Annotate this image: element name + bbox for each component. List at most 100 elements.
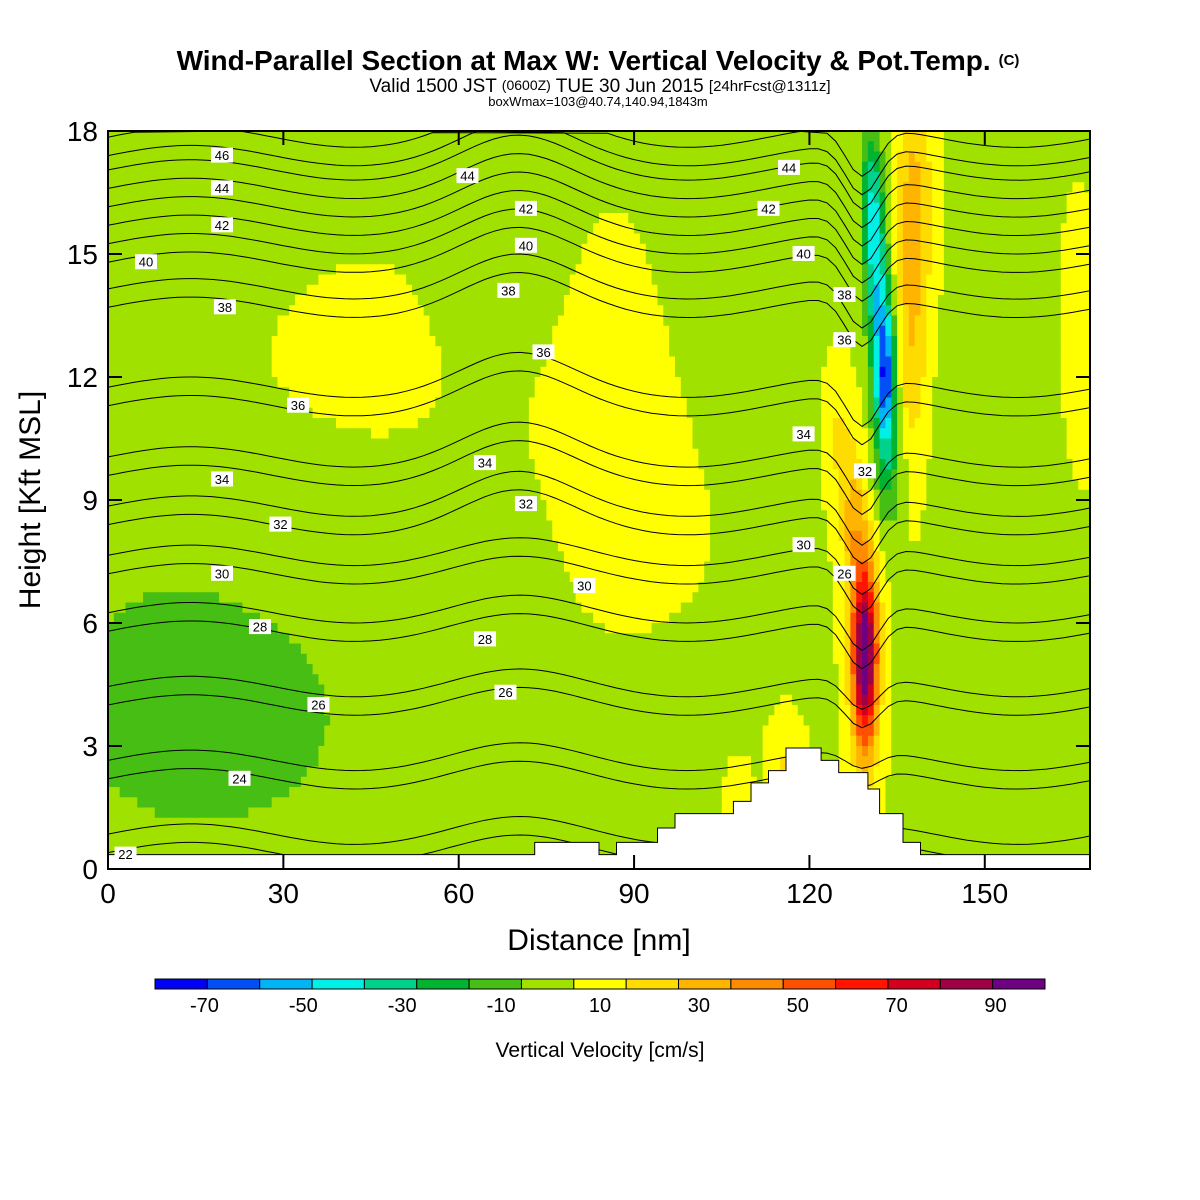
field-cell	[388, 428, 530, 440]
field-cell	[879, 489, 898, 501]
field-cell	[891, 418, 898, 429]
contour-label-text: 36	[536, 345, 550, 360]
field-cell	[108, 438, 530, 450]
contour-label: 26	[307, 697, 330, 713]
field-cell	[891, 592, 1090, 604]
field-cell	[897, 223, 904, 235]
contour-label-box	[833, 332, 856, 348]
field-cell	[862, 418, 869, 429]
field-cell	[879, 592, 892, 604]
field-cell	[324, 735, 764, 747]
field-cell	[581, 602, 682, 614]
field-cell	[873, 387, 881, 399]
field-cell	[680, 387, 822, 399]
field-cell	[441, 387, 536, 399]
field-cell	[108, 766, 308, 778]
field-cell	[108, 520, 553, 532]
field-cell	[862, 397, 869, 409]
field-cell	[891, 243, 898, 255]
field-cell	[920, 172, 933, 183]
field-cell	[826, 530, 840, 542]
field-cell	[1060, 397, 1090, 409]
field-cell	[669, 346, 828, 358]
field-cell	[838, 469, 863, 481]
field-cell	[873, 264, 881, 276]
field-cell	[879, 325, 887, 337]
field-cell	[826, 356, 851, 368]
field-cell	[867, 356, 875, 368]
contour-label-text: 30	[796, 538, 810, 553]
field-cell	[867, 284, 875, 296]
contour-label-box	[210, 147, 233, 163]
theta-contour-line	[108, 153, 1090, 229]
field-cell	[867, 489, 875, 501]
plot-area: 2224262830323436384042444644424038363432…	[67, 116, 1091, 909]
field-cell	[873, 653, 881, 665]
field-cell	[762, 735, 811, 747]
field-cell	[885, 264, 892, 276]
field-cell	[862, 612, 869, 624]
field-cell	[867, 213, 881, 224]
field-cell	[885, 192, 892, 204]
colorbar-swatch	[154, 978, 208, 990]
field-cell	[674, 366, 822, 378]
field-cell	[838, 715, 851, 727]
field-cell	[534, 377, 682, 388]
field-cell	[879, 735, 892, 747]
field-cell	[938, 366, 1062, 378]
contour-label: 26	[833, 565, 856, 581]
field-cell	[856, 653, 863, 665]
contour-label-box	[210, 565, 233, 581]
field-cell	[850, 428, 869, 440]
field-cell	[569, 571, 705, 583]
field-cell	[540, 479, 705, 491]
field-cell	[1072, 182, 1085, 194]
field-cell	[850, 725, 857, 737]
field-cell	[885, 787, 1090, 798]
contour-label-text: 32	[273, 517, 287, 532]
field-cell	[844, 530, 851, 542]
field-cell	[838, 500, 846, 511]
field-cell	[908, 151, 916, 163]
x-axis-label: Distance [nm]	[507, 924, 690, 957]
field-cell	[897, 336, 904, 347]
field-cell	[873, 776, 887, 788]
field-cell	[838, 530, 846, 542]
field-cell	[938, 346, 1062, 358]
field-cell	[873, 848, 1090, 860]
colorbar-tick-label: 50	[787, 995, 809, 1017]
field-cell	[680, 602, 834, 614]
field-cell	[826, 551, 846, 563]
field-cell	[920, 397, 933, 409]
field-cell	[821, 489, 840, 501]
field-cell	[885, 274, 892, 286]
field-cell	[826, 541, 846, 552]
field-cell	[873, 694, 881, 706]
field-cell	[645, 254, 863, 265]
field-cell	[885, 674, 892, 686]
field-cell	[926, 489, 1090, 501]
field-cell	[108, 254, 583, 265]
field-cell	[932, 202, 945, 214]
field-cell	[873, 612, 881, 624]
field-cell	[528, 448, 699, 460]
field-cell	[1066, 428, 1090, 440]
field-cell	[108, 448, 530, 460]
field-cell	[108, 612, 115, 624]
field-cell	[891, 694, 1090, 706]
contour-label-text: 28	[253, 620, 267, 635]
field-cell	[844, 643, 851, 655]
field-cell	[943, 243, 1062, 255]
field-cell	[902, 254, 922, 265]
field-cell	[932, 397, 1062, 409]
field-cell	[108, 233, 588, 245]
field-cell	[873, 602, 881, 614]
field-cell	[885, 684, 892, 696]
theta-contour-line	[108, 131, 1090, 177]
field-cell	[108, 828, 723, 839]
field-cell	[873, 397, 881, 409]
field-cell	[546, 510, 711, 522]
field-cell	[108, 510, 547, 522]
field-cell	[920, 264, 933, 276]
